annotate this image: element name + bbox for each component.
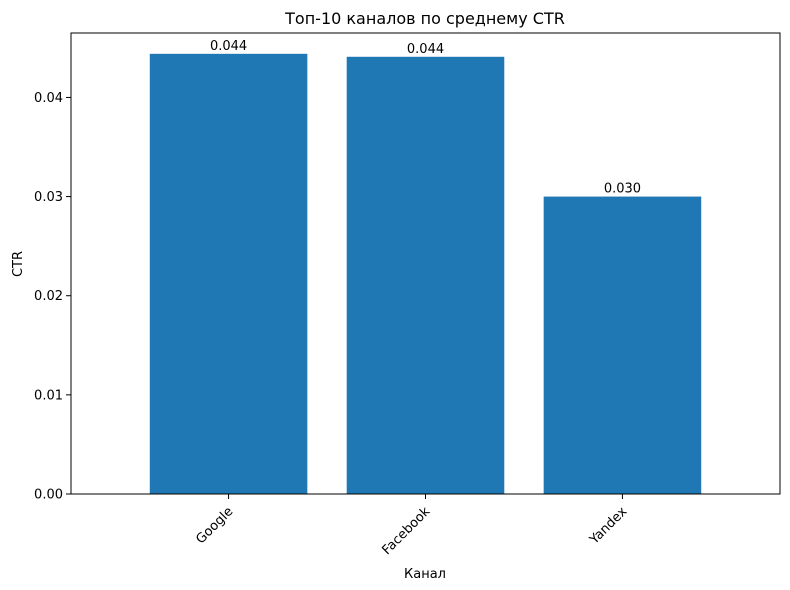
y-tick-label: 0.04: [34, 91, 63, 106]
data-label-google: 0.044: [210, 39, 247, 54]
chart-title: Топ-10 каналов по среднему CTR: [284, 9, 565, 28]
axes-frame: [70, 32, 781, 495]
y-axis-label: CTR: [11, 251, 26, 277]
x-tick-label-facebook: Facebook: [380, 504, 434, 558]
data-label-facebook: 0.044: [407, 42, 444, 57]
data-label-yandex: 0.030: [604, 182, 641, 197]
bar-facebook: [346, 56, 505, 494]
y-tick-label: 0.01: [34, 388, 63, 403]
y-tick-label: 0.02: [34, 289, 63, 304]
bar-yandex: [543, 196, 702, 495]
y-tick-label: 0.00: [34, 488, 63, 503]
x-tick-label-yandex: Yandex: [586, 504, 630, 548]
x-tick-label-google: Google: [193, 504, 236, 547]
y-tick-label: 0.03: [34, 190, 63, 205]
plot-area: 0.044 Google 0.044 Facebook 0.030 Yandex 0.00 0…: [34, 32, 781, 558]
x-axis-label: Канал: [404, 567, 446, 582]
bar-google: [149, 53, 308, 494]
